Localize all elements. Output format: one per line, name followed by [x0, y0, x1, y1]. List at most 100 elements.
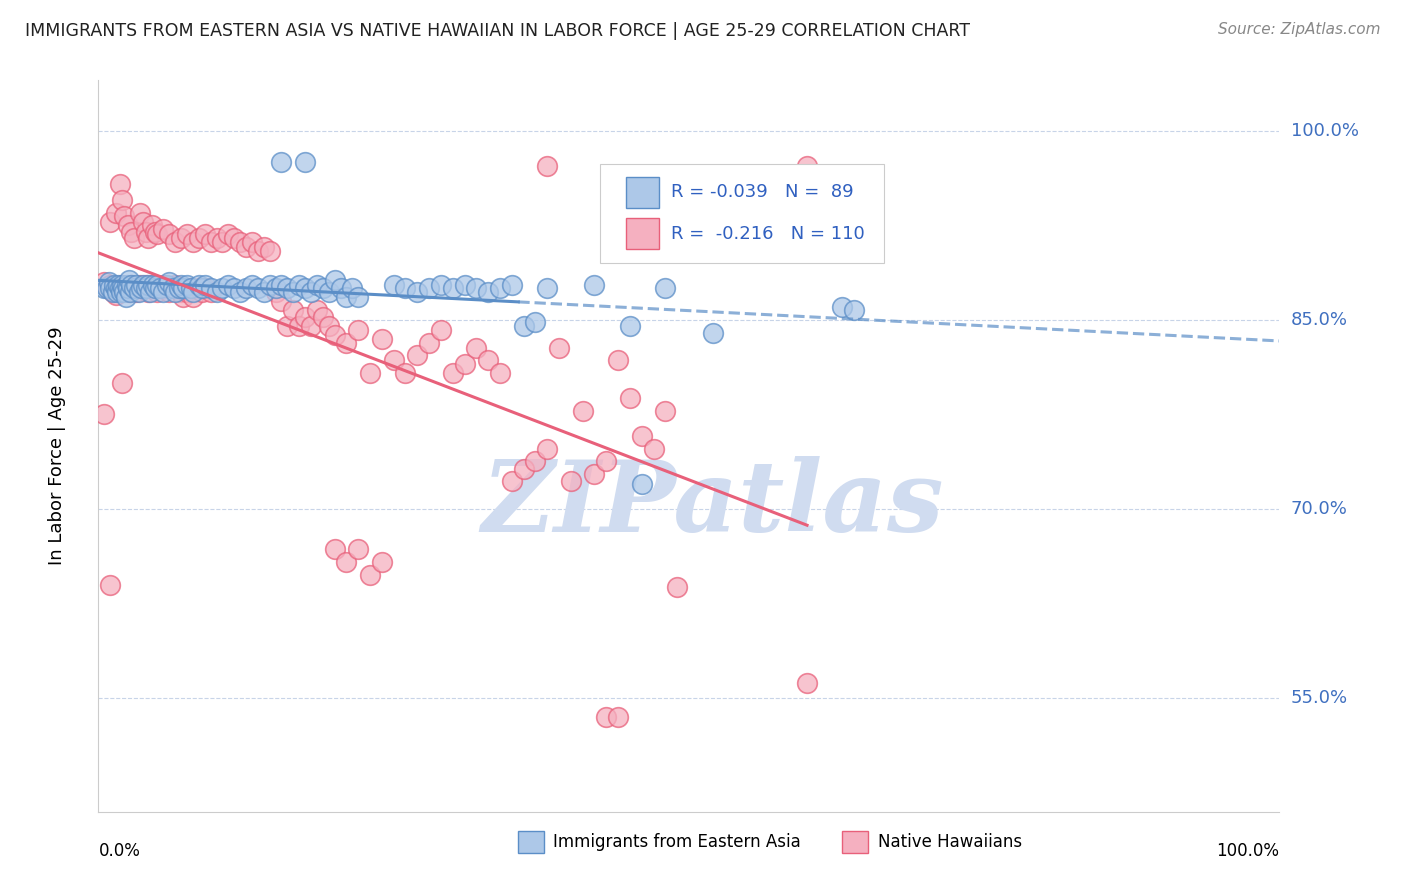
FancyBboxPatch shape	[626, 218, 659, 249]
Point	[270, 155, 292, 169]
Point	[796, 159, 818, 173]
Point	[114, 290, 136, 304]
Point	[359, 567, 381, 582]
Point	[323, 272, 346, 286]
Point	[211, 235, 233, 249]
Point	[108, 177, 131, 191]
Point	[654, 403, 676, 417]
Point	[643, 442, 665, 456]
Point	[112, 285, 135, 300]
Point	[111, 193, 134, 207]
Point	[371, 332, 394, 346]
Text: 100.0%: 100.0%	[1291, 121, 1358, 140]
Point	[560, 475, 582, 489]
Point	[299, 319, 322, 334]
Point	[607, 353, 630, 368]
Point	[548, 341, 571, 355]
Point	[235, 240, 257, 254]
Point	[607, 710, 630, 724]
Point	[229, 235, 252, 249]
Point	[418, 335, 440, 350]
Point	[253, 240, 276, 254]
Point	[477, 353, 499, 368]
Point	[118, 272, 141, 286]
Point	[536, 281, 558, 295]
Point	[93, 275, 115, 289]
Point	[112, 281, 135, 295]
Point	[143, 281, 166, 295]
Point	[318, 319, 340, 334]
Point	[187, 277, 209, 292]
Point	[264, 281, 287, 295]
Text: Immigrants from Eastern Asia: Immigrants from Eastern Asia	[553, 833, 801, 851]
Point	[135, 225, 157, 239]
Point	[318, 285, 340, 300]
Point	[98, 275, 121, 289]
Point	[200, 285, 222, 300]
Point	[191, 285, 214, 300]
Point	[121, 277, 143, 292]
Point	[125, 285, 148, 300]
Point	[157, 275, 180, 289]
Point	[132, 277, 155, 292]
Point	[146, 285, 169, 300]
Point	[132, 281, 155, 295]
Point	[259, 277, 281, 292]
Point	[465, 341, 488, 355]
Point	[172, 290, 194, 304]
Point	[294, 281, 316, 295]
Point	[146, 227, 169, 241]
Point	[180, 281, 202, 295]
Point	[666, 580, 689, 594]
Point	[217, 277, 239, 292]
Point	[501, 277, 523, 292]
Point	[382, 353, 405, 368]
FancyBboxPatch shape	[626, 178, 659, 208]
Text: R = -0.039   N =  89: R = -0.039 N = 89	[671, 183, 853, 201]
Point	[111, 277, 134, 292]
Point	[335, 555, 357, 569]
Point	[283, 285, 305, 300]
Point	[283, 302, 305, 317]
Point	[205, 285, 228, 300]
Point	[270, 277, 292, 292]
Point	[347, 323, 370, 337]
Point	[312, 310, 335, 325]
Text: In Labor Force | Age 25-29: In Labor Force | Age 25-29	[48, 326, 66, 566]
Point	[288, 277, 311, 292]
Point	[630, 476, 652, 491]
Point	[796, 676, 818, 690]
Point	[224, 231, 246, 245]
Point	[441, 281, 464, 295]
Point	[430, 277, 453, 292]
Point	[235, 281, 257, 295]
Point	[583, 277, 606, 292]
Point	[143, 281, 166, 295]
Point	[619, 391, 641, 405]
Point	[105, 205, 128, 219]
Point	[167, 281, 190, 295]
Point	[200, 281, 222, 295]
Point	[181, 235, 204, 249]
Point	[128, 205, 150, 219]
Point	[489, 281, 512, 295]
Point	[217, 227, 239, 241]
Point	[170, 277, 193, 292]
Point	[194, 281, 217, 295]
Point	[831, 300, 853, 314]
Point	[536, 442, 558, 456]
Point	[288, 319, 311, 334]
Point	[146, 277, 169, 292]
Point	[335, 290, 357, 304]
FancyBboxPatch shape	[517, 830, 544, 853]
Point	[132, 214, 155, 228]
Point	[105, 281, 128, 295]
Point	[96, 281, 118, 295]
FancyBboxPatch shape	[842, 830, 869, 853]
Point	[229, 285, 252, 300]
Point	[105, 285, 128, 300]
Point	[117, 285, 139, 300]
Point	[165, 285, 187, 300]
Point	[335, 335, 357, 350]
Point	[205, 231, 228, 245]
